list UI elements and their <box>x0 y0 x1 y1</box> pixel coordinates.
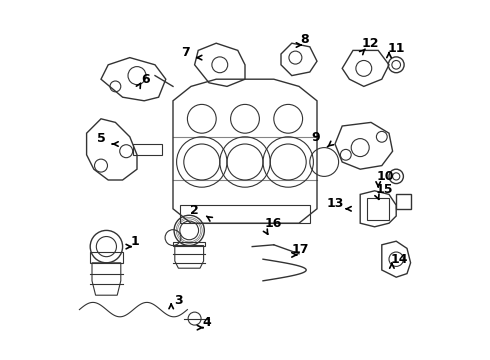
Bar <box>396 194 411 209</box>
Text: 17: 17 <box>292 243 310 256</box>
Text: 4: 4 <box>203 316 212 329</box>
Text: 16: 16 <box>265 217 282 230</box>
Text: 12: 12 <box>362 37 379 50</box>
Text: 6: 6 <box>142 73 150 86</box>
Text: 5: 5 <box>97 132 105 145</box>
Text: 2: 2 <box>190 204 199 217</box>
Text: 15: 15 <box>376 183 393 195</box>
Text: 9: 9 <box>311 131 319 144</box>
Text: 3: 3 <box>174 294 183 307</box>
Text: 13: 13 <box>326 197 343 210</box>
Bar <box>368 198 389 220</box>
Text: 7: 7 <box>181 46 190 59</box>
Text: 8: 8 <box>300 33 309 46</box>
Text: 10: 10 <box>377 170 394 183</box>
Text: 14: 14 <box>391 253 408 266</box>
Text: 11: 11 <box>388 42 405 55</box>
Text: 1: 1 <box>131 235 140 248</box>
